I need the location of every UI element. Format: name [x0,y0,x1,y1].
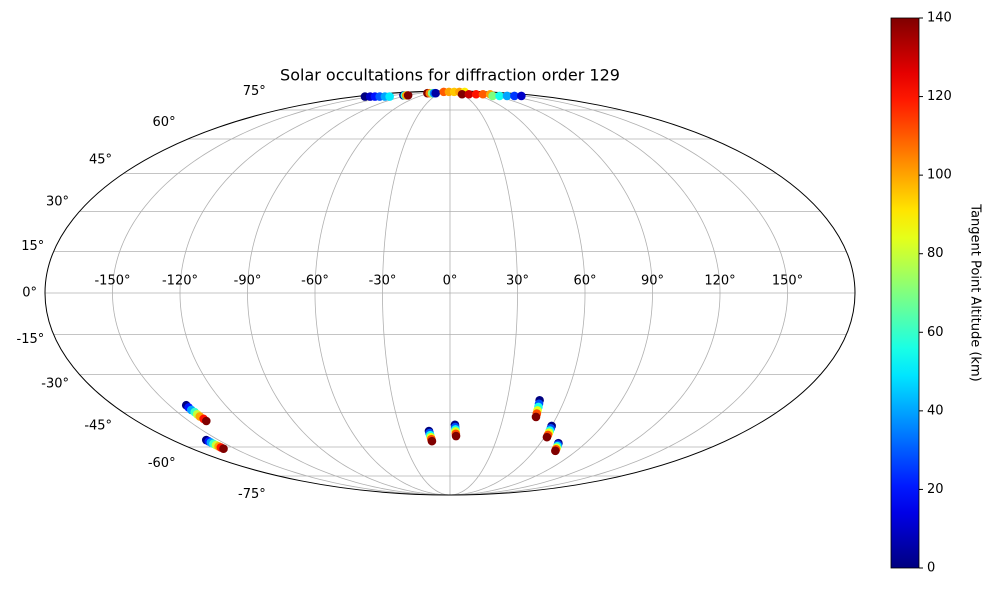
meridian [382,90,451,496]
x-tick-label: 0° [443,274,458,289]
y-tick-label: 75° [243,84,266,99]
colorbar-tick-label: 20 [927,482,944,497]
y-tick-label: -45° [84,419,112,434]
colorbar-tick-label: 80 [927,246,944,261]
occultation-point [510,91,519,101]
y-tick-label: 60° [153,115,176,130]
colorbar-tick-label: 60 [927,325,944,340]
meridian [449,90,721,496]
y-tick-label: -30° [41,377,69,392]
colorbar-tick-label: 120 [927,89,952,104]
occultation-point [464,89,474,99]
occultation-point [542,432,552,442]
x-tick-label: 60° [573,274,596,289]
occultation-point [531,412,541,422]
meridian [449,90,788,496]
x-tick-label: 30° [506,274,529,289]
x-tick-label: 150° [772,274,803,289]
x-tick-label: 90° [641,274,664,289]
occultation-point [457,89,467,99]
occultation-point [488,91,497,101]
colorbar-tick-label: 0 [927,561,935,576]
meridian [112,90,451,496]
y-tick-label: -75° [238,487,266,502]
x-tick-label: -90° [234,274,262,289]
meridian [314,90,451,496]
meridian [449,90,653,496]
occultation-point [385,92,394,101]
x-tick-label: -150° [94,274,130,289]
colorbar-tick-label: 100 [927,168,952,183]
occultation-point [451,431,461,441]
x-tick-label: 120° [704,274,735,289]
y-tick-label: 30° [46,194,69,209]
occultation-point [478,89,488,99]
y-tick-label: -15° [17,332,45,347]
meridian [247,90,451,496]
meridian [449,90,586,496]
occultation-point [495,91,504,101]
occultation-point [551,446,560,456]
meridian [179,90,451,496]
x-tick-label: -60° [301,274,329,289]
occultation-point [427,436,437,446]
colorbar-label: Tangent Point Altitude (km) [968,203,983,381]
y-tick-label: 15° [21,239,44,254]
occultation-point [219,444,228,454]
occultation-point [517,91,526,101]
x-tick-label: -30° [369,274,397,289]
occultation-point [502,91,512,101]
colorbar [890,17,920,569]
colorbar-tick-label: 140 [927,11,952,26]
occultation-point [471,89,481,99]
x-tick-label: -120° [162,274,198,289]
y-tick-label: 45° [89,152,112,167]
meridian [449,90,518,496]
occultation-point [202,416,211,426]
y-tick-label: -60° [148,456,176,471]
chart-title: Solar occultations for diffraction order… [280,66,620,85]
colorbar-tick-label: 40 [927,403,944,418]
y-tick-label: 0° [22,286,37,301]
occultation-point [403,91,413,100]
occultation-point [431,88,441,98]
